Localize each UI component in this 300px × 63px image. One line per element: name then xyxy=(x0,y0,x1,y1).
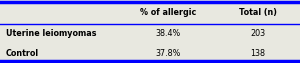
Text: % of allergic: % of allergic xyxy=(140,8,196,17)
Text: 138: 138 xyxy=(250,49,266,58)
Text: 38.4%: 38.4% xyxy=(155,29,181,38)
Text: 37.8%: 37.8% xyxy=(155,49,181,58)
Text: Total (n): Total (n) xyxy=(239,8,277,17)
Text: 203: 203 xyxy=(250,29,266,38)
Text: Uterine leiomyomas: Uterine leiomyomas xyxy=(6,29,97,38)
Text: Control: Control xyxy=(6,49,39,58)
